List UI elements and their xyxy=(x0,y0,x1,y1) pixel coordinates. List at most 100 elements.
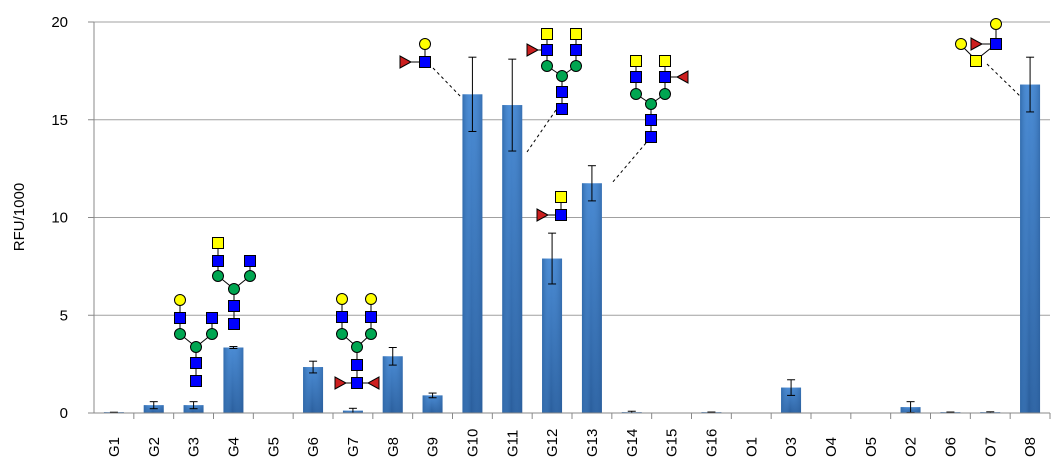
galactose-icon xyxy=(955,38,967,50)
glcnac-icon xyxy=(365,311,377,323)
glcnac-icon xyxy=(244,255,256,267)
glcnac-icon xyxy=(556,103,568,115)
galnac-icon xyxy=(970,55,982,67)
y-tick-label: 10 xyxy=(51,210,68,227)
x-tick-label: O1 xyxy=(743,437,760,457)
glcnac-icon xyxy=(351,359,363,371)
mannose-icon xyxy=(630,88,642,100)
glcnac-icon xyxy=(228,318,240,330)
x-tick-label: G7 xyxy=(345,437,362,457)
glcnac-icon xyxy=(570,44,582,56)
error-bars xyxy=(109,56,1035,414)
error-bar-o3 xyxy=(787,379,796,396)
mannose-icon xyxy=(212,270,224,282)
glcnac-icon xyxy=(659,71,671,83)
y-tick-label: 20 xyxy=(51,14,68,31)
y-tick-label: 5 xyxy=(60,307,68,324)
x-tick-label: O5 xyxy=(863,437,880,457)
x-axis-ticks: G1 G2 G3 G4 G5 G6 G7 G8 G9 G10 G11 G12 G13 G14 G15 G16 O… xyxy=(106,413,1051,457)
glcnac-icon xyxy=(990,38,1002,50)
mannose-icon xyxy=(365,328,377,340)
x-tick-label: G4 xyxy=(225,437,242,457)
x-tick-label: G2 xyxy=(146,437,163,457)
glcnac-icon xyxy=(206,312,218,324)
galactose-icon xyxy=(419,38,431,50)
glycan-structure-g4 xyxy=(212,237,256,330)
error-bar-g6 xyxy=(309,360,318,374)
x-tick-label: G9 xyxy=(425,437,442,457)
mannose-icon xyxy=(541,60,553,72)
y-axis-ticks: 0 5 10 15 20 xyxy=(51,14,94,422)
error-bar-g2 xyxy=(149,401,158,410)
fucose-icon xyxy=(366,376,380,390)
galnac-icon xyxy=(555,191,567,203)
mannose-icon xyxy=(206,328,218,340)
bar-shade-g13 xyxy=(581,183,602,413)
galactose-icon xyxy=(336,293,348,305)
mannose-icon xyxy=(645,98,657,110)
error-bar-g13 xyxy=(587,165,596,202)
x-tick-label: G3 xyxy=(186,437,203,457)
x-tick-label: O6 xyxy=(942,437,959,457)
glycan-structure-g10 xyxy=(399,38,463,99)
error-bar-o8 xyxy=(1026,56,1035,113)
x-tick-label: G1 xyxy=(106,437,123,457)
x-tick-label: O8 xyxy=(1022,437,1039,457)
y-tick-label: 15 xyxy=(51,112,68,129)
x-tick-label: G6 xyxy=(305,437,322,457)
mannose-icon xyxy=(336,328,348,340)
glcnac-icon xyxy=(228,300,240,312)
x-tick-label: G10 xyxy=(464,429,481,457)
glycan-structure-g12 xyxy=(536,191,567,222)
galnac-icon xyxy=(659,55,671,67)
mannose-icon xyxy=(174,328,186,340)
mannose-icon xyxy=(190,341,202,353)
glycan-structure-g3 xyxy=(174,294,218,387)
glycan-structure-g13 xyxy=(611,55,689,184)
glcnac-icon xyxy=(190,375,202,387)
x-tick-label: G13 xyxy=(584,429,601,457)
galactose-icon xyxy=(174,294,186,306)
error-bar-g4 xyxy=(229,346,238,349)
bar-shade-g11 xyxy=(502,105,523,414)
fucose-icon xyxy=(399,55,413,69)
bar-shade-o3 xyxy=(781,387,802,413)
x-tick-label: G15 xyxy=(664,429,681,457)
mannose-icon xyxy=(351,341,363,353)
x-tick-label: O3 xyxy=(783,437,800,457)
glcnac-icon xyxy=(174,312,186,324)
glcnac-icon xyxy=(555,209,567,221)
glcnac-icon xyxy=(645,131,657,143)
galactose-icon xyxy=(365,293,377,305)
bar-shade-g9 xyxy=(422,395,443,413)
x-tick-label: G5 xyxy=(265,437,282,457)
galnac-icon xyxy=(541,28,553,40)
glcnac-icon xyxy=(645,114,657,126)
bar-shade-g10 xyxy=(462,94,483,414)
bars xyxy=(103,84,1041,414)
glycan-annotations xyxy=(174,18,1022,390)
bar-shade-g8 xyxy=(382,356,403,413)
glycan-structure-g7 xyxy=(334,293,380,390)
glcnac-icon xyxy=(556,86,568,98)
glcnac-icon xyxy=(336,311,348,323)
fucose-icon xyxy=(970,37,984,51)
fucose-icon xyxy=(334,376,348,390)
mannose-icon xyxy=(228,283,240,295)
grid-lines xyxy=(94,21,1050,316)
x-tick-label: G8 xyxy=(385,437,402,457)
glycan-structure-g11 xyxy=(526,28,582,153)
mannose-icon xyxy=(244,270,256,282)
mannose-icon xyxy=(556,70,568,82)
mannose-icon xyxy=(659,88,671,100)
glcnac-icon xyxy=(419,56,431,68)
bar-shade-o8 xyxy=(1020,84,1041,413)
x-tick-label: G12 xyxy=(544,429,561,457)
x-tick-label: G11 xyxy=(504,430,521,457)
fucose-icon xyxy=(526,43,540,57)
x-tick-label: O7 xyxy=(982,437,999,457)
fucose-icon xyxy=(536,208,550,222)
error-bar-g12 xyxy=(548,232,557,285)
error-bar-g8 xyxy=(388,347,397,366)
